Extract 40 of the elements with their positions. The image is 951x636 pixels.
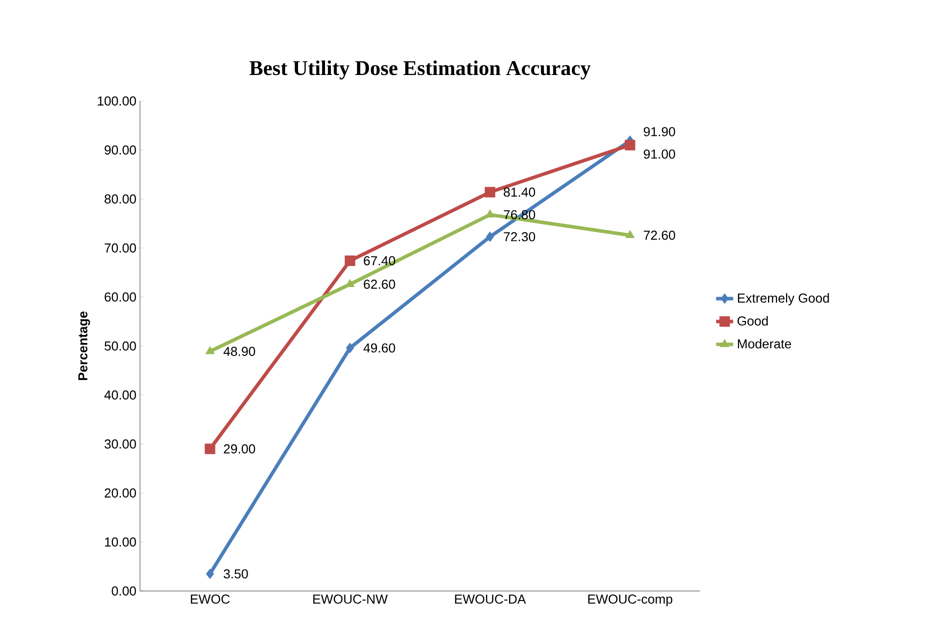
data-label: 81.40 — [504, 188, 536, 197]
x-tick-label: EWOUC-comp — [588, 594, 672, 606]
data-label: 62.60 — [364, 280, 396, 289]
y-tick-label: 50.00 — [104, 341, 136, 351]
data-label: 49.60 — [364, 343, 396, 353]
point — [624, 140, 636, 150]
data-label: 3.50 — [224, 569, 248, 578]
point — [625, 230, 635, 238]
point — [486, 231, 494, 242]
x-tick-label: EWOUC-DA — [455, 594, 526, 604]
x-tick-label: EWOUC-NW — [313, 594, 388, 604]
data-label: 91.00 — [644, 150, 676, 159]
point — [206, 568, 214, 580]
data-label: 72.30 — [504, 232, 536, 242]
data-label: 67.40 — [364, 256, 396, 266]
y-tick-label: 80.00 — [104, 194, 136, 204]
x-tick-label: EWOC — [190, 594, 230, 604]
data-label: 29.00 — [224, 444, 256, 454]
y-tick-label: 90.00 — [104, 145, 136, 155]
y-tick-label: 70.00 — [104, 243, 136, 253]
y-tick-label: 60.00 — [104, 292, 136, 302]
legend-label: Good — [738, 316, 768, 326]
y-tick-label: 40.00 — [104, 390, 136, 400]
point — [346, 342, 354, 354]
point — [344, 255, 356, 266]
y-tick-label: 20.00 — [104, 488, 136, 498]
legend-label: Moderate — [738, 338, 792, 348]
y-tick-label: 30.00 — [104, 439, 136, 449]
y-tick-label: 100.00 — [98, 96, 136, 106]
data-label: 72.60 — [644, 230, 676, 240]
legend-label: Extremely Good — [738, 293, 829, 306]
point — [205, 346, 215, 354]
data-label: 91.90 — [644, 127, 676, 136]
point — [204, 444, 216, 454]
y-axis-title: Percentage — [78, 312, 90, 380]
point — [484, 186, 496, 198]
data-label: 48.90 — [224, 346, 256, 356]
y-tick-label: 10.00 — [105, 537, 136, 547]
y-tick-label: 0.00 — [112, 586, 136, 596]
chart-title: Best Utility Dose Estimation Accuracy — [250, 60, 591, 80]
